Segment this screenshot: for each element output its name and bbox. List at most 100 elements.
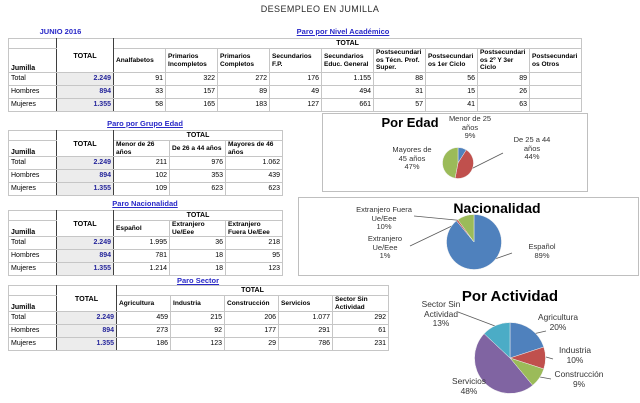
- table-title-paro-sector: Paro Sector: [176, 276, 220, 285]
- column-header: Agricultura: [116, 295, 171, 312]
- column-header: Primarios Completos: [217, 48, 270, 73]
- column-header: Sector Sin Actividad: [331, 295, 390, 312]
- cell-value: [528, 72, 583, 86]
- row-total: 2.249: [56, 72, 114, 86]
- pie-label-sector-sin-actividad: Sector Sin Actividad 13%: [421, 299, 461, 329]
- cell-value: 183: [217, 98, 270, 112]
- cell-value: 211: [113, 156, 170, 170]
- data-table: TOTAL TOTAL Jumilla Analfabetos Primarios In…: [8, 38, 583, 112]
- cell-value: 165: [165, 98, 218, 112]
- column-header: Secundarios Educ. General: [321, 48, 374, 73]
- column-header: Secundarios F.P.: [269, 48, 322, 73]
- pie-por-actividad: [474, 322, 546, 394]
- column-header: Postsecundarios Técn. Prof. Super.: [373, 48, 426, 73]
- cell-value: 41: [425, 98, 478, 112]
- row-label: Total: [8, 72, 57, 86]
- row-label: Mujeres: [8, 337, 57, 351]
- row-label: Mujeres: [8, 98, 57, 112]
- pie-slice-de-25-a-44-años: [454, 149, 474, 179]
- cell-value: 109: [113, 182, 170, 196]
- cell-value: 661: [321, 98, 374, 112]
- cell-value: 459: [116, 311, 171, 325]
- column-header: Menor de 26 años: [113, 140, 170, 157]
- row-total: 2.249: [56, 156, 114, 170]
- table-row: Hombres 894 781 18 95: [8, 249, 284, 263]
- pie-nacionalidad: [446, 214, 502, 270]
- cell-value: 61: [331, 324, 390, 338]
- cell-value: 31: [373, 85, 426, 99]
- pie-label-extranjero-ue: Extranjero Ue/Eee 1%: [367, 234, 403, 261]
- row-total: 1.355: [56, 182, 114, 196]
- pie-label-extranjero-fuera: Extranjero Fuera Ue/Eee 10%: [356, 205, 412, 232]
- table-title-paro-nacionalidad: Paro Nacionalidad: [112, 199, 178, 208]
- column-header: Construcción: [224, 295, 279, 312]
- column-header: Postsecundarios 1er Ciclo: [425, 48, 478, 73]
- row-label: Mujeres: [8, 262, 57, 276]
- table-paro-nivel-academico: TOTAL TOTAL Jumilla Analfabetos Primarios In…: [8, 38, 583, 112]
- cell-value: 15: [425, 85, 478, 99]
- cell-value: 49: [269, 85, 322, 99]
- column-header: Primarios Incompletos: [165, 48, 218, 73]
- table-row: Total 2.249 91 322 272 176 1.155 88 56 89: [8, 72, 583, 86]
- column-header: Analfabetos: [113, 48, 166, 73]
- cell-value: 18: [169, 249, 226, 263]
- total-column-header: TOTAL: [56, 285, 117, 312]
- chart-title-nacionalidad: Nacionalidad: [453, 200, 541, 216]
- cell-value: 18: [169, 262, 226, 276]
- table-row: Hombres 894 273 92 177 291 61: [8, 324, 390, 338]
- cell-value: 1.155: [321, 72, 374, 86]
- cell-value: 273: [116, 324, 171, 338]
- cell-value: 623: [224, 182, 284, 196]
- cell-value: 353: [169, 169, 226, 183]
- data-table: TOTAL TOTAL Jumilla Agricultura Industria Con…: [8, 285, 390, 351]
- table-caption-junio-2016: JUNIO 2016: [39, 27, 82, 36]
- pie-por-edad: [442, 147, 474, 179]
- pie-slice-servicios: [474, 333, 533, 394]
- cell-value: 786: [278, 337, 333, 351]
- column-header: De 26 a 44 años: [169, 140, 226, 157]
- entity-header: Jumilla: [8, 48, 57, 73]
- cell-value: 89: [477, 72, 530, 86]
- row-total: 894: [56, 249, 114, 263]
- row-label: Total: [8, 156, 57, 170]
- row-label: Total: [8, 236, 57, 250]
- column-header: Español: [113, 220, 170, 237]
- corner-cell: [8, 130, 57, 141]
- cell-value: 781: [113, 249, 170, 263]
- table-row: Hombres 894 33 157 89 49 494 31 15 26: [8, 85, 583, 99]
- group-total-header: TOTAL: [112, 210, 284, 221]
- cell-value: 157: [165, 85, 218, 99]
- cell-value: 102: [113, 169, 170, 183]
- column-header: Industria: [170, 295, 225, 312]
- pie-slice-extranjero-fuera-ue-eee: [457, 214, 475, 243]
- table-row: Mujeres 1.355 58 165 183 127 661 57 41 63: [8, 98, 583, 112]
- cell-value: 36: [169, 236, 226, 250]
- table-paro-sector: TOTAL TOTAL Jumilla Agricultura Industria Con…: [8, 285, 390, 351]
- row-total: 894: [56, 324, 117, 338]
- cell-value: 291: [278, 324, 333, 338]
- corner-cell: [8, 210, 57, 221]
- pie-slice-sector-sin-actividad: [483, 322, 511, 359]
- row-total: 1.355: [56, 337, 117, 351]
- group-total-header: TOTAL: [112, 38, 583, 49]
- table-row: Mujeres 1.355 1.214 18 123: [8, 262, 284, 276]
- cell-value: 215: [170, 311, 225, 325]
- cell-value: 88: [373, 72, 426, 86]
- cell-value: 292: [331, 311, 390, 325]
- pie-label-industria: Industria 10%: [558, 345, 592, 365]
- table-row: Hombres 894 102 353 439: [8, 169, 284, 183]
- entity-header: Jumilla: [8, 295, 57, 312]
- pie-label-construccion: Construcción 9%: [554, 369, 604, 389]
- table-paro-nacionalidad: TOTAL TOTAL Jumilla Español Extranjero Ue/Ee…: [8, 210, 284, 276]
- cell-value: 1.077: [278, 311, 333, 325]
- cell-value: 91: [113, 72, 166, 86]
- data-table: TOTAL TOTAL Jumilla Español Extranjero Ue/Ee…: [8, 210, 284, 276]
- row-label: Mujeres: [8, 182, 57, 196]
- pie-label-menor-25: Menor de 25 años 9%: [448, 114, 492, 141]
- table-title-paro-nivel-academico: Paro por Nivel Académico: [296, 27, 390, 36]
- cell-value: 123: [170, 337, 225, 351]
- column-header: Postsecundarios 2º Y 3er Ciclo: [477, 48, 530, 73]
- pie-label-espanol: Español 89%: [528, 242, 556, 260]
- group-total-header: TOTAL: [112, 130, 284, 141]
- pie-label-25-44: De 25 a 44 años 44%: [513, 135, 551, 162]
